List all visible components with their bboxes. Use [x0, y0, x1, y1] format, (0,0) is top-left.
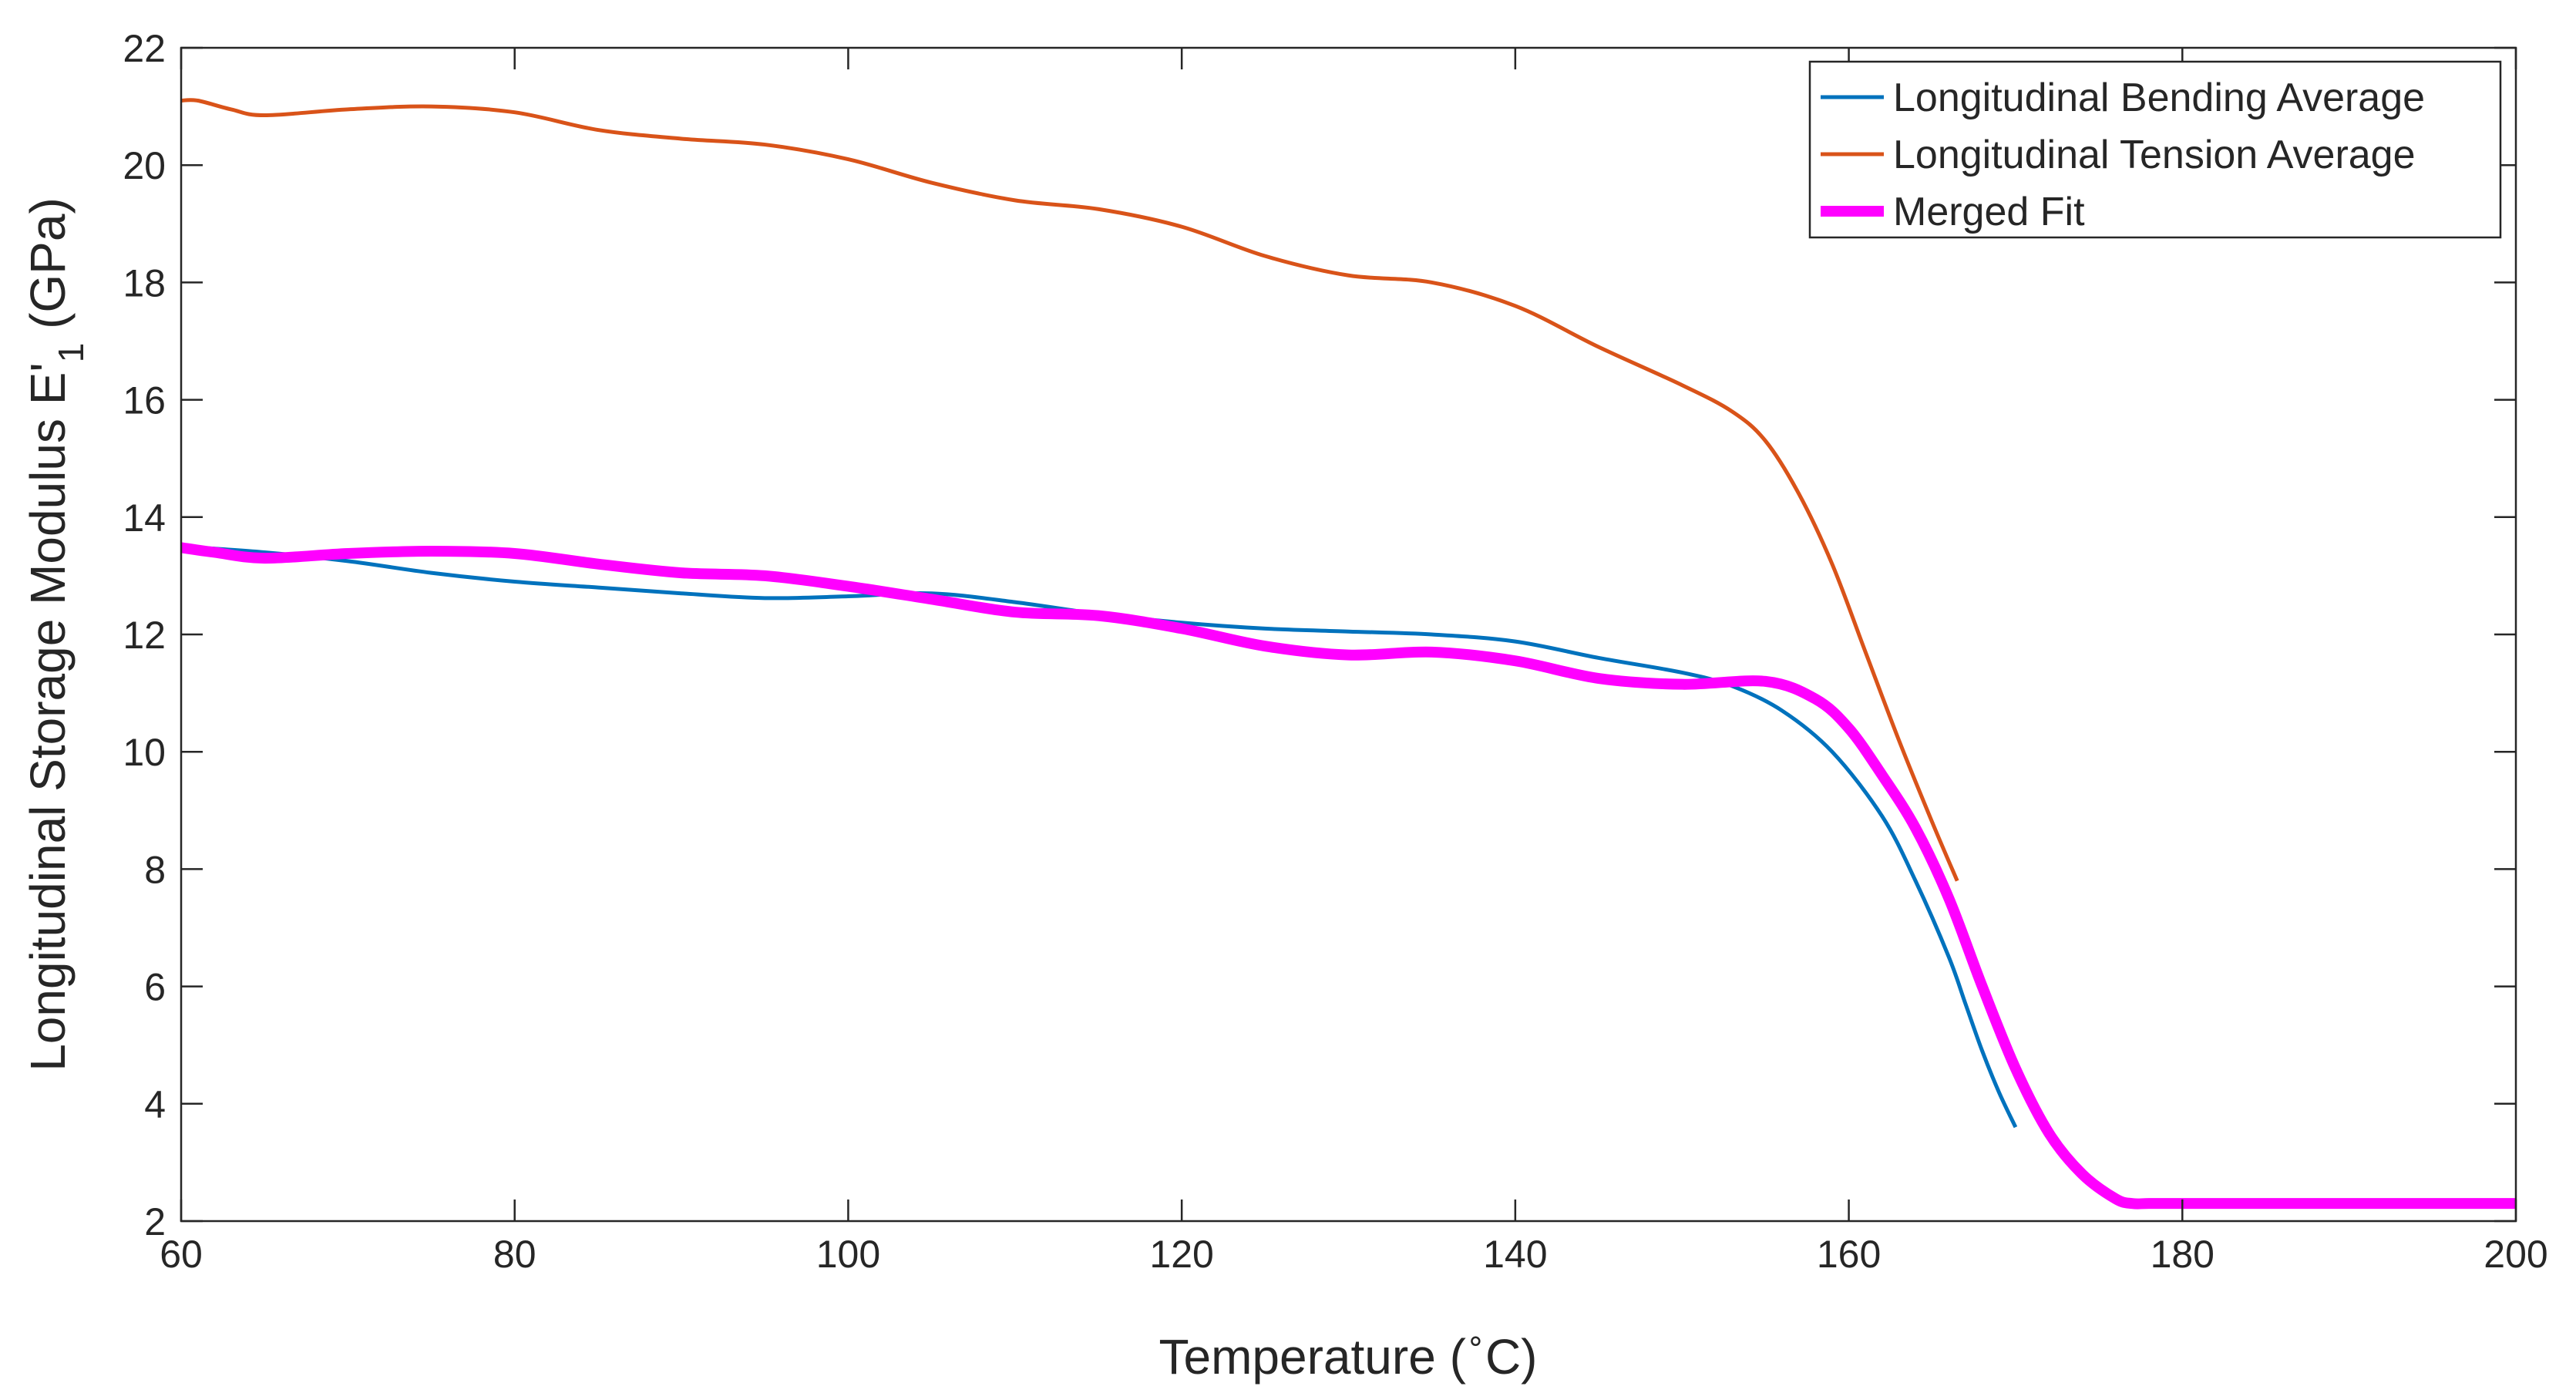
x-tick-label: 180 — [2151, 1233, 2214, 1276]
y-tick-label: 2 — [144, 1200, 166, 1243]
legend: Longitudinal Bending Average Longitudinal… — [1808, 60, 2502, 239]
legend-label: Merged Fit — [1893, 190, 2085, 234]
legend-label: Longitudinal Bending Average — [1893, 76, 2425, 120]
y-axis-label-suffix: (GPa) — [20, 197, 76, 342]
y-axis-label-main: Longitudinal Storage Modulus E' — [20, 362, 76, 1072]
legend-entry-bending: Longitudinal Bending Average — [1821, 76, 2425, 120]
x-tick-label: 80 — [493, 1233, 536, 1276]
y-tick-label: 10 — [123, 731, 166, 774]
series-group — [180, 98, 2516, 1210]
y-axis-label: Longitudinal Storage Modulus E'1 (GPa) — [20, 197, 91, 1072]
y-tick-label: 18 — [123, 261, 166, 305]
series-line-merged-fit — [180, 542, 2516, 1210]
x-tick-label: 200 — [2484, 1233, 2547, 1276]
legend-label: Longitudinal Tension Average — [1893, 133, 2416, 177]
legend-box — [1808, 60, 2502, 239]
plot-area — [181, 48, 2516, 1221]
x-axis-label-superscript: ∘ — [1466, 1324, 1485, 1358]
y-tick-label: 22 — [123, 27, 166, 70]
legend-entry-tension: Longitudinal Tension Average — [1821, 133, 2416, 177]
y-axis-label-subscript: 1 — [51, 343, 91, 363]
x-tick-label: 120 — [1149, 1233, 1213, 1276]
y-tick-label: 12 — [123, 614, 166, 657]
series-line-tension — [180, 98, 1959, 882]
y-tick-label: 8 — [144, 848, 166, 891]
x-tick-label: 140 — [1483, 1233, 1547, 1276]
y-tick-label: 16 — [123, 379, 166, 422]
y-tick-label: 14 — [123, 496, 166, 540]
x-axis-label-main: Temperature ( — [1159, 1329, 1466, 1385]
x-axis: 60 80 100 120 140 160 180 200 — [160, 48, 2548, 1276]
x-axis-label: Temperature (∘C) — [1159, 1324, 1538, 1385]
legend-entry-merged-fit: Merged Fit — [1821, 190, 2085, 234]
x-tick-label: 100 — [816, 1233, 880, 1276]
series-line-bending — [180, 544, 2018, 1129]
y-tick-label: 6 — [144, 966, 166, 1009]
legend-entries: Longitudinal Bending Average Longitudinal… — [1821, 76, 2425, 234]
x-tick-label: 160 — [1817, 1233, 1881, 1276]
x-axis-label-suffix: C) — [1485, 1329, 1538, 1385]
y-tick-label: 20 — [123, 144, 166, 187]
y-tick-label: 4 — [144, 1083, 166, 1126]
x-tick-label: 60 — [160, 1233, 203, 1276]
y-axis: 2 4 6 8 10 12 14 16 18 20 22 — [123, 27, 2516, 1243]
